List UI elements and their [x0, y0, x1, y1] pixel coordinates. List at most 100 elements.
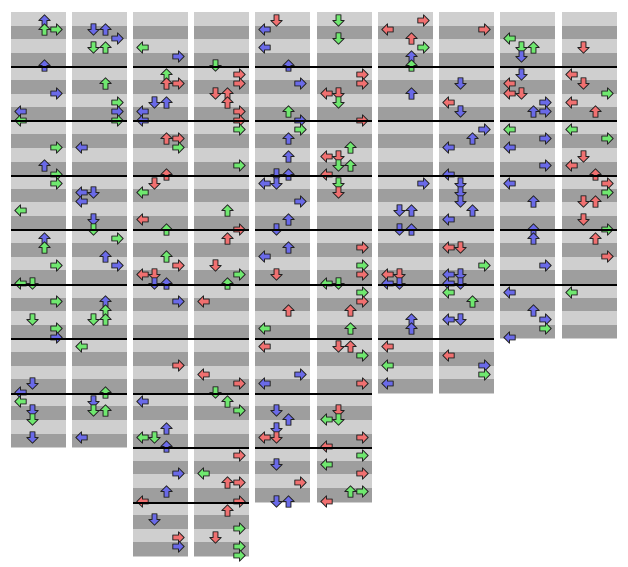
beat-band — [378, 256, 433, 271]
beat-band — [500, 243, 555, 257]
beat-band — [317, 202, 372, 216]
beat-band — [72, 324, 127, 339]
left-arrow-icon — [14, 112, 27, 127]
up-arrow-icon — [99, 384, 112, 399]
right-arrow-icon — [356, 112, 369, 127]
beat-band — [500, 148, 555, 162]
beat-band — [255, 447, 310, 461]
up-arrow-icon — [160, 94, 173, 109]
down-arrow-icon — [332, 30, 345, 45]
down-arrow-icon — [148, 94, 161, 109]
beat-band — [194, 420, 249, 434]
down-arrow-icon — [515, 66, 528, 82]
beat-band — [11, 216, 66, 230]
up-arrow-icon — [221, 393, 234, 408]
down-arrow-icon — [454, 75, 467, 91]
down-arrow-icon — [332, 411, 345, 426]
left-arrow-icon — [565, 121, 578, 136]
down-arrow-icon — [332, 148, 345, 163]
beat-band — [500, 229, 555, 244]
beat-band — [133, 12, 188, 26]
chart-lane — [255, 12, 310, 503]
left-arrow-icon — [320, 148, 333, 163]
left-arrow-icon — [258, 21, 271, 36]
beat-band — [378, 229, 433, 244]
beat-band — [255, 12, 310, 26]
beat-band — [72, 365, 127, 380]
up-arrow-icon — [282, 493, 295, 508]
beat-band — [133, 66, 188, 80]
beat-band — [500, 202, 555, 216]
right-arrow-icon — [111, 112, 124, 127]
right-arrow-icon — [356, 239, 369, 254]
up-arrow-icon — [282, 166, 295, 181]
up-arrow-icon — [282, 302, 295, 317]
chart-lane — [133, 12, 188, 557]
beat-band — [562, 52, 617, 67]
left-arrow-icon — [381, 357, 394, 372]
down-arrow-icon — [270, 221, 283, 236]
measure-line — [500, 229, 617, 231]
right-arrow-icon — [356, 266, 369, 281]
right-arrow-icon — [478, 257, 491, 272]
measure-line — [255, 393, 372, 395]
beat-band — [194, 93, 249, 108]
left-arrow-icon — [136, 112, 149, 127]
up-arrow-icon — [282, 239, 295, 254]
measure-line — [11, 229, 127, 231]
down-arrow-icon — [332, 12, 345, 27]
right-arrow-icon — [50, 293, 63, 308]
up-arrow-icon — [466, 293, 479, 308]
down-arrow-icon — [209, 384, 222, 399]
beat-band — [133, 202, 188, 216]
beat-band — [500, 52, 555, 67]
right-arrow-icon — [356, 347, 369, 363]
up-arrow-icon — [38, 157, 51, 172]
up-arrow-icon — [99, 248, 112, 263]
beat-band — [255, 148, 310, 162]
down-arrow-icon — [332, 275, 345, 290]
measure-line — [378, 284, 494, 286]
beat-band — [133, 474, 188, 488]
left-arrow-icon — [320, 275, 333, 290]
beat-band — [11, 338, 66, 352]
right-arrow-icon — [356, 447, 369, 462]
beat-band — [194, 52, 249, 67]
up-arrow-icon — [99, 311, 112, 326]
beat-band — [317, 338, 372, 352]
beat-band — [194, 433, 249, 448]
down-arrow-icon — [26, 402, 39, 417]
measure-line — [255, 284, 372, 286]
beat-band — [317, 52, 372, 67]
measure-line — [255, 447, 372, 449]
beat-band — [500, 12, 555, 26]
right-arrow-icon — [356, 483, 369, 499]
up-arrow-icon — [527, 103, 540, 118]
beat-band — [255, 134, 310, 148]
beat-band — [11, 243, 66, 257]
down-arrow-icon — [454, 175, 467, 190]
beat-band — [133, 25, 188, 40]
left-arrow-icon — [258, 320, 271, 335]
beat-band — [11, 188, 66, 203]
up-arrow-icon — [160, 166, 173, 181]
measure-line — [11, 175, 127, 177]
beat-band — [72, 52, 127, 67]
measure-line — [255, 175, 372, 177]
right-arrow-icon — [294, 474, 307, 490]
down-arrow-icon — [26, 275, 39, 290]
measure-line — [133, 120, 249, 122]
left-arrow-icon — [442, 211, 455, 227]
down-arrow-icon — [515, 48, 528, 63]
beat-band — [72, 406, 127, 420]
up-arrow-icon — [99, 402, 112, 417]
up-arrow-icon — [589, 230, 602, 245]
beat-band — [317, 120, 372, 135]
beat-band — [133, 556, 188, 557]
down-arrow-icon — [454, 103, 467, 118]
beat-band — [194, 243, 249, 257]
left-arrow-icon — [258, 375, 271, 390]
down-arrow-icon — [148, 175, 161, 190]
right-arrow-icon — [478, 121, 491, 136]
left-arrow-icon — [320, 438, 333, 453]
